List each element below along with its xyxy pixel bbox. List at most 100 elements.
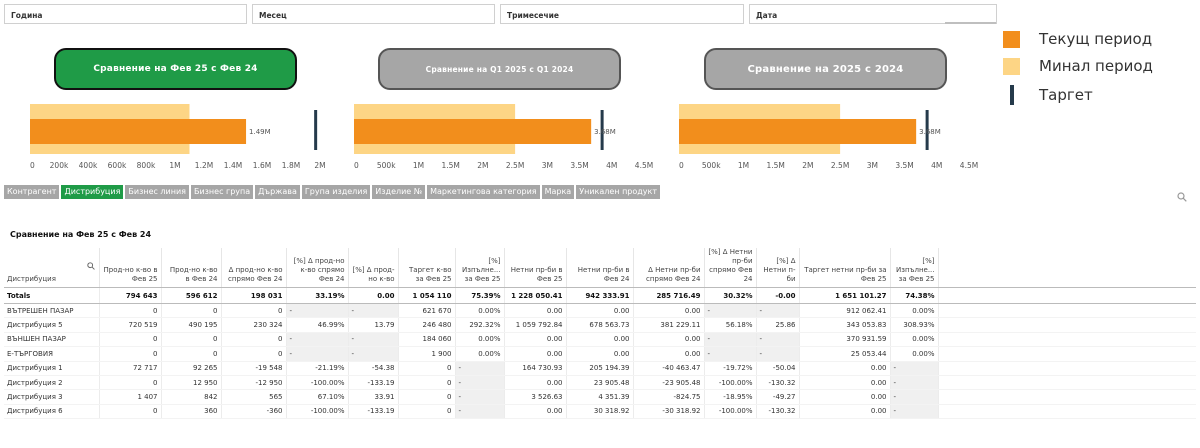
column-header[interactable]: [%] Δ прод-но к-во спрямо Фев 24 bbox=[286, 248, 349, 288]
table-cell: -19 548 bbox=[221, 361, 287, 376]
column-header[interactable]: [%] Изпълне... за Фев 25 bbox=[455, 248, 505, 288]
row-filler bbox=[938, 346, 1196, 362]
target-marker[interactable] bbox=[600, 110, 604, 150]
table-cell: - bbox=[455, 404, 505, 420]
table-cell: - bbox=[348, 346, 399, 362]
legend-target-label: Таргет bbox=[1039, 86, 1093, 104]
table-cell: 198 031 bbox=[221, 287, 287, 304]
table-header-row: Дистрибуция Прод-но к-во в Фев 25 Прод-но … bbox=[4, 248, 1196, 288]
table-cell: 67.10% bbox=[286, 389, 349, 405]
tab-distribution[interactable]: Дистрибуция bbox=[61, 185, 124, 199]
legend-current-swatch bbox=[1003, 30, 1020, 48]
table-cell: 0.00% bbox=[455, 303, 505, 319]
tab-business-line[interactable]: Бизнес линия bbox=[125, 185, 189, 199]
column-header-label: [%] Δ прод-но к-во bbox=[352, 266, 395, 283]
filter-year-label: Година bbox=[11, 11, 43, 20]
column-header[interactable]: Таргет к-во за Фев 25 bbox=[398, 248, 456, 288]
table-cell: 0.00 bbox=[799, 375, 891, 391]
table-row[interactable]: Дистрибуция 1 72 717 92 265 -19 548 -21.19% -… bbox=[4, 361, 1196, 376]
tab-product-number[interactable]: Изделие № bbox=[372, 185, 426, 199]
filter-quarter[interactable]: Тримесечие bbox=[500, 4, 744, 24]
filter-month[interactable]: Месец bbox=[252, 4, 495, 24]
table-totals-row[interactable]: Totals 794 643 596 612 198 031 33.19% 0.00 1 0… bbox=[4, 287, 1196, 304]
x-tick-label: 500k bbox=[377, 161, 396, 170]
table-cell: 23 905.48 bbox=[566, 375, 634, 391]
table-cell: 0.00% bbox=[455, 332, 505, 348]
compare-month-button[interactable]: Сравнение на Фев 25 с Фев 24 bbox=[54, 48, 297, 90]
table-cell: -49.27 bbox=[756, 389, 800, 405]
table-cell: 92 265 bbox=[161, 361, 222, 376]
table-cell: -18.95% bbox=[704, 389, 757, 405]
table-cell: -130.32 bbox=[756, 375, 800, 391]
table-cell: - bbox=[286, 346, 349, 362]
bullet-chart-quarter-svg: 3.68M 0 500k 1M 1.5M 2M 2.5M 3M 3.5M 4M 4.5M bbox=[354, 104, 653, 170]
tab-product-group[interactable]: Група изделия bbox=[301, 185, 371, 199]
table-cell: 0.00 bbox=[504, 375, 567, 391]
tab-marketing-category[interactable]: Маркетингова категория bbox=[427, 185, 540, 199]
column-header[interactable]: Таргет нетни пр-би за Фев 25 bbox=[799, 248, 891, 288]
table-cell: -133.19 bbox=[348, 404, 399, 420]
tab-unique-product[interactable]: Уникален продукт bbox=[576, 185, 661, 199]
filter-date[interactable]: Дата bbox=[749, 4, 997, 24]
table-row[interactable]: Е-ТЪРГОВИЯ 0 0 0- -1 900 0.00% 0.00 0.00 0.00- -2… bbox=[4, 346, 1196, 362]
filter-year[interactable]: Година bbox=[4, 4, 247, 24]
column-header-label: Прод-но к-во в Фев 25 bbox=[103, 266, 158, 283]
table-title: Сравнение на Фев 25 с Фев 24 bbox=[10, 230, 152, 239]
column-header[interactable]: Прод-но к-во в Фев 24 bbox=[161, 248, 222, 288]
column-header[interactable]: Нетни пр-би в Фев 25 bbox=[504, 248, 567, 288]
column-header[interactable]: Нетни пр-би в Фев 24 bbox=[566, 248, 634, 288]
table-cell: 30.32% bbox=[704, 287, 757, 304]
table-row[interactable]: ВЪТРЕШЕН ПАЗАР 0 0 0- -621 670 0.00% 0.00 0.00 0… bbox=[4, 303, 1196, 319]
column-header[interactable]: Прод-но к-во в Фев 25 bbox=[99, 248, 162, 288]
column-header-dimension[interactable]: Дистрибуция bbox=[4, 248, 100, 288]
table-cell: 0 bbox=[99, 375, 162, 391]
target-marker[interactable] bbox=[925, 110, 929, 150]
tab-brand[interactable]: Марка bbox=[541, 185, 575, 199]
table-cell: 912 062.41 bbox=[799, 303, 891, 319]
column-header[interactable]: [%] Δ прод-но к-во bbox=[348, 248, 399, 288]
table-cell: 0 bbox=[398, 361, 456, 376]
bullet-chart-quarter: 3.68M 0 500k 1M 1.5M 2M 2.5M 3M 3.5M 4M 4.5M bbox=[350, 100, 660, 176]
table-cell: 565 bbox=[221, 389, 287, 405]
tab-business-group[interactable]: Бизнес група bbox=[190, 185, 254, 199]
table-cell: -19.72% bbox=[704, 361, 757, 376]
x-tick-label: 200k bbox=[50, 161, 69, 170]
table-cell: - bbox=[704, 332, 757, 348]
target-marker[interactable] bbox=[314, 110, 318, 150]
table-row[interactable]: ВЪНШЕН ПАЗАР 0 0 0- -184 060 0.00% 0.00 0.00 0.0… bbox=[4, 332, 1196, 348]
column-header[interactable]: [%] Δ Нетни п-би bbox=[756, 248, 800, 288]
x-tick-label: 4M bbox=[606, 161, 617, 170]
column-header[interactable]: [%] Изпълне... за Фев 25 bbox=[890, 248, 939, 288]
x-tick-label: 600k bbox=[108, 161, 127, 170]
column-search-icon[interactable] bbox=[86, 262, 95, 273]
table-cell: -130.32 bbox=[756, 404, 800, 420]
compare-quarter-button[interactable]: Сравнение на Q1 2025 с Q1 2024 bbox=[378, 48, 621, 90]
x-tick-label: 1M bbox=[738, 161, 749, 170]
bar-current-period[interactable] bbox=[679, 119, 917, 144]
x-tick-label: 1M bbox=[169, 161, 180, 170]
bar-current-period[interactable] bbox=[30, 119, 247, 144]
search-icon[interactable] bbox=[1177, 187, 1187, 206]
table-cell: 0.00 bbox=[633, 346, 705, 362]
table-cell: - bbox=[756, 303, 800, 319]
row-filler bbox=[938, 332, 1196, 348]
bullet-chart-year: 3.68M 0 500k 1M 1.5M 2M 2.5M 3M 3.5M 4M 4.5M bbox=[675, 100, 985, 176]
bar-current-period[interactable] bbox=[354, 119, 592, 144]
tab-counterparty[interactable]: Контрагент bbox=[4, 185, 60, 199]
table-row[interactable]: Дистрибуция 5 720 519 490 195 230 324 46.99%… bbox=[4, 317, 1196, 333]
table-cell: - bbox=[286, 303, 349, 319]
table-cell: -12 950 bbox=[221, 375, 287, 391]
column-header[interactable]: Δ Нетни пр-би спрямо Фев 24 bbox=[633, 248, 705, 288]
row-filler bbox=[938, 287, 1196, 304]
column-header[interactable]: [%] Δ Нетни пр-би спрямо Фев 24 bbox=[704, 248, 757, 288]
compare-year-button[interactable]: Сравнение на 2025 с 2024 bbox=[704, 48, 947, 90]
table-cell: 12 950 bbox=[161, 375, 222, 391]
tab-country[interactable]: Държава bbox=[255, 185, 300, 199]
table-cell: 0.00% bbox=[455, 346, 505, 362]
x-tick-label: 1M bbox=[413, 161, 424, 170]
table-row[interactable]: Дистрибуция 2 0 12 950 -12 950 -100.00% -133.… bbox=[4, 375, 1196, 391]
column-header[interactable]: Δ прод-но к-во спрямо Фев 24 bbox=[221, 248, 287, 288]
table-row[interactable]: Дистрибуция 6 0 360 -360 -100.00% -133.19 0-0.… bbox=[4, 404, 1196, 420]
table-cell: 0 bbox=[221, 303, 287, 319]
